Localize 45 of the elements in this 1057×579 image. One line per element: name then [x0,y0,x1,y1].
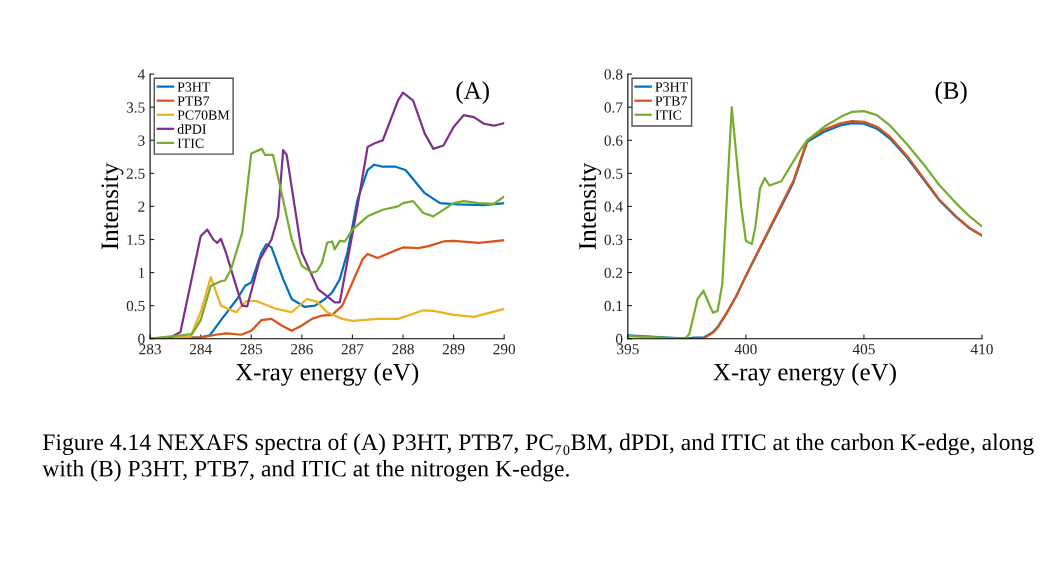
y-tick-label: 0 [138,333,145,345]
y-tick-label: 0.3 [604,234,623,246]
x-tick-label: 283 [139,344,161,355]
x-tick-label: 286 [291,344,313,355]
caption: Figure 4.14 NEXAFS spectra of (A) P3HT, PTB7, PC₇₀BM, dPDI, and ITIC at the carbon K-edge, along with (B) P3HT, PTB7, and ITIC at the nitrogen K-edge. [42,433,1034,482]
y-tick-label: 0.5 [126,300,145,312]
x-tick-label: 288 [392,344,414,355]
y-tick-label: 1 [138,267,145,278]
x-axis-title: X-ray energy (eV) [713,362,896,386]
y-tick-label: 3.5 [126,102,145,113]
y-tick-label: 0.1 [604,300,623,312]
legend-label: PTB7 [177,96,210,106]
y-tick-label: 0.8 [604,69,623,80]
legend-label: P3HT [655,82,688,92]
legend-label: PTB7 [655,96,687,106]
y-tick-label: 0.5 [604,168,623,179]
y-tick-label: 0.2 [604,267,623,279]
x-tick-label: 287 [341,344,364,355]
legend-label: PC70BM [177,110,230,120]
y-axis-title: Intensity [101,162,124,250]
x-tick-label: 400 [734,344,757,355]
annotation: (A) [456,81,489,104]
legend-label: ITIC [177,138,204,148]
y-tick-label: 0.6 [604,135,623,146]
x-tick-label: 410 [970,344,993,355]
x-tick-label: 289 [442,344,465,355]
legend-label: P3HT [177,82,211,92]
x-axis-title: X-ray energy (eV) [235,362,419,386]
legend-label: dPDI [177,124,207,134]
y-tick-label: 2 [138,201,145,212]
y-tick-label: 0 [615,333,623,345]
x-tick-label: 285 [240,344,263,355]
annotation: (B) [935,81,967,104]
y-axis-title: Intensity [579,162,602,250]
y-tick-label: 0.7 [604,102,623,113]
y-tick-label: 3 [138,135,145,146]
y-tick-label: 2.5 [126,168,145,179]
legend-label: ITIC [655,110,682,120]
y-tick-label: 0.4 [604,201,623,212]
x-tick-label: 395 [617,344,639,355]
x-tick-label: 405 [852,344,875,355]
x-tick-label: 290 [493,344,516,355]
y-tick-label: 1.5 [127,234,145,246]
y-tick-label: 4 [137,69,145,80]
x-tick-label: 284 [189,344,212,355]
